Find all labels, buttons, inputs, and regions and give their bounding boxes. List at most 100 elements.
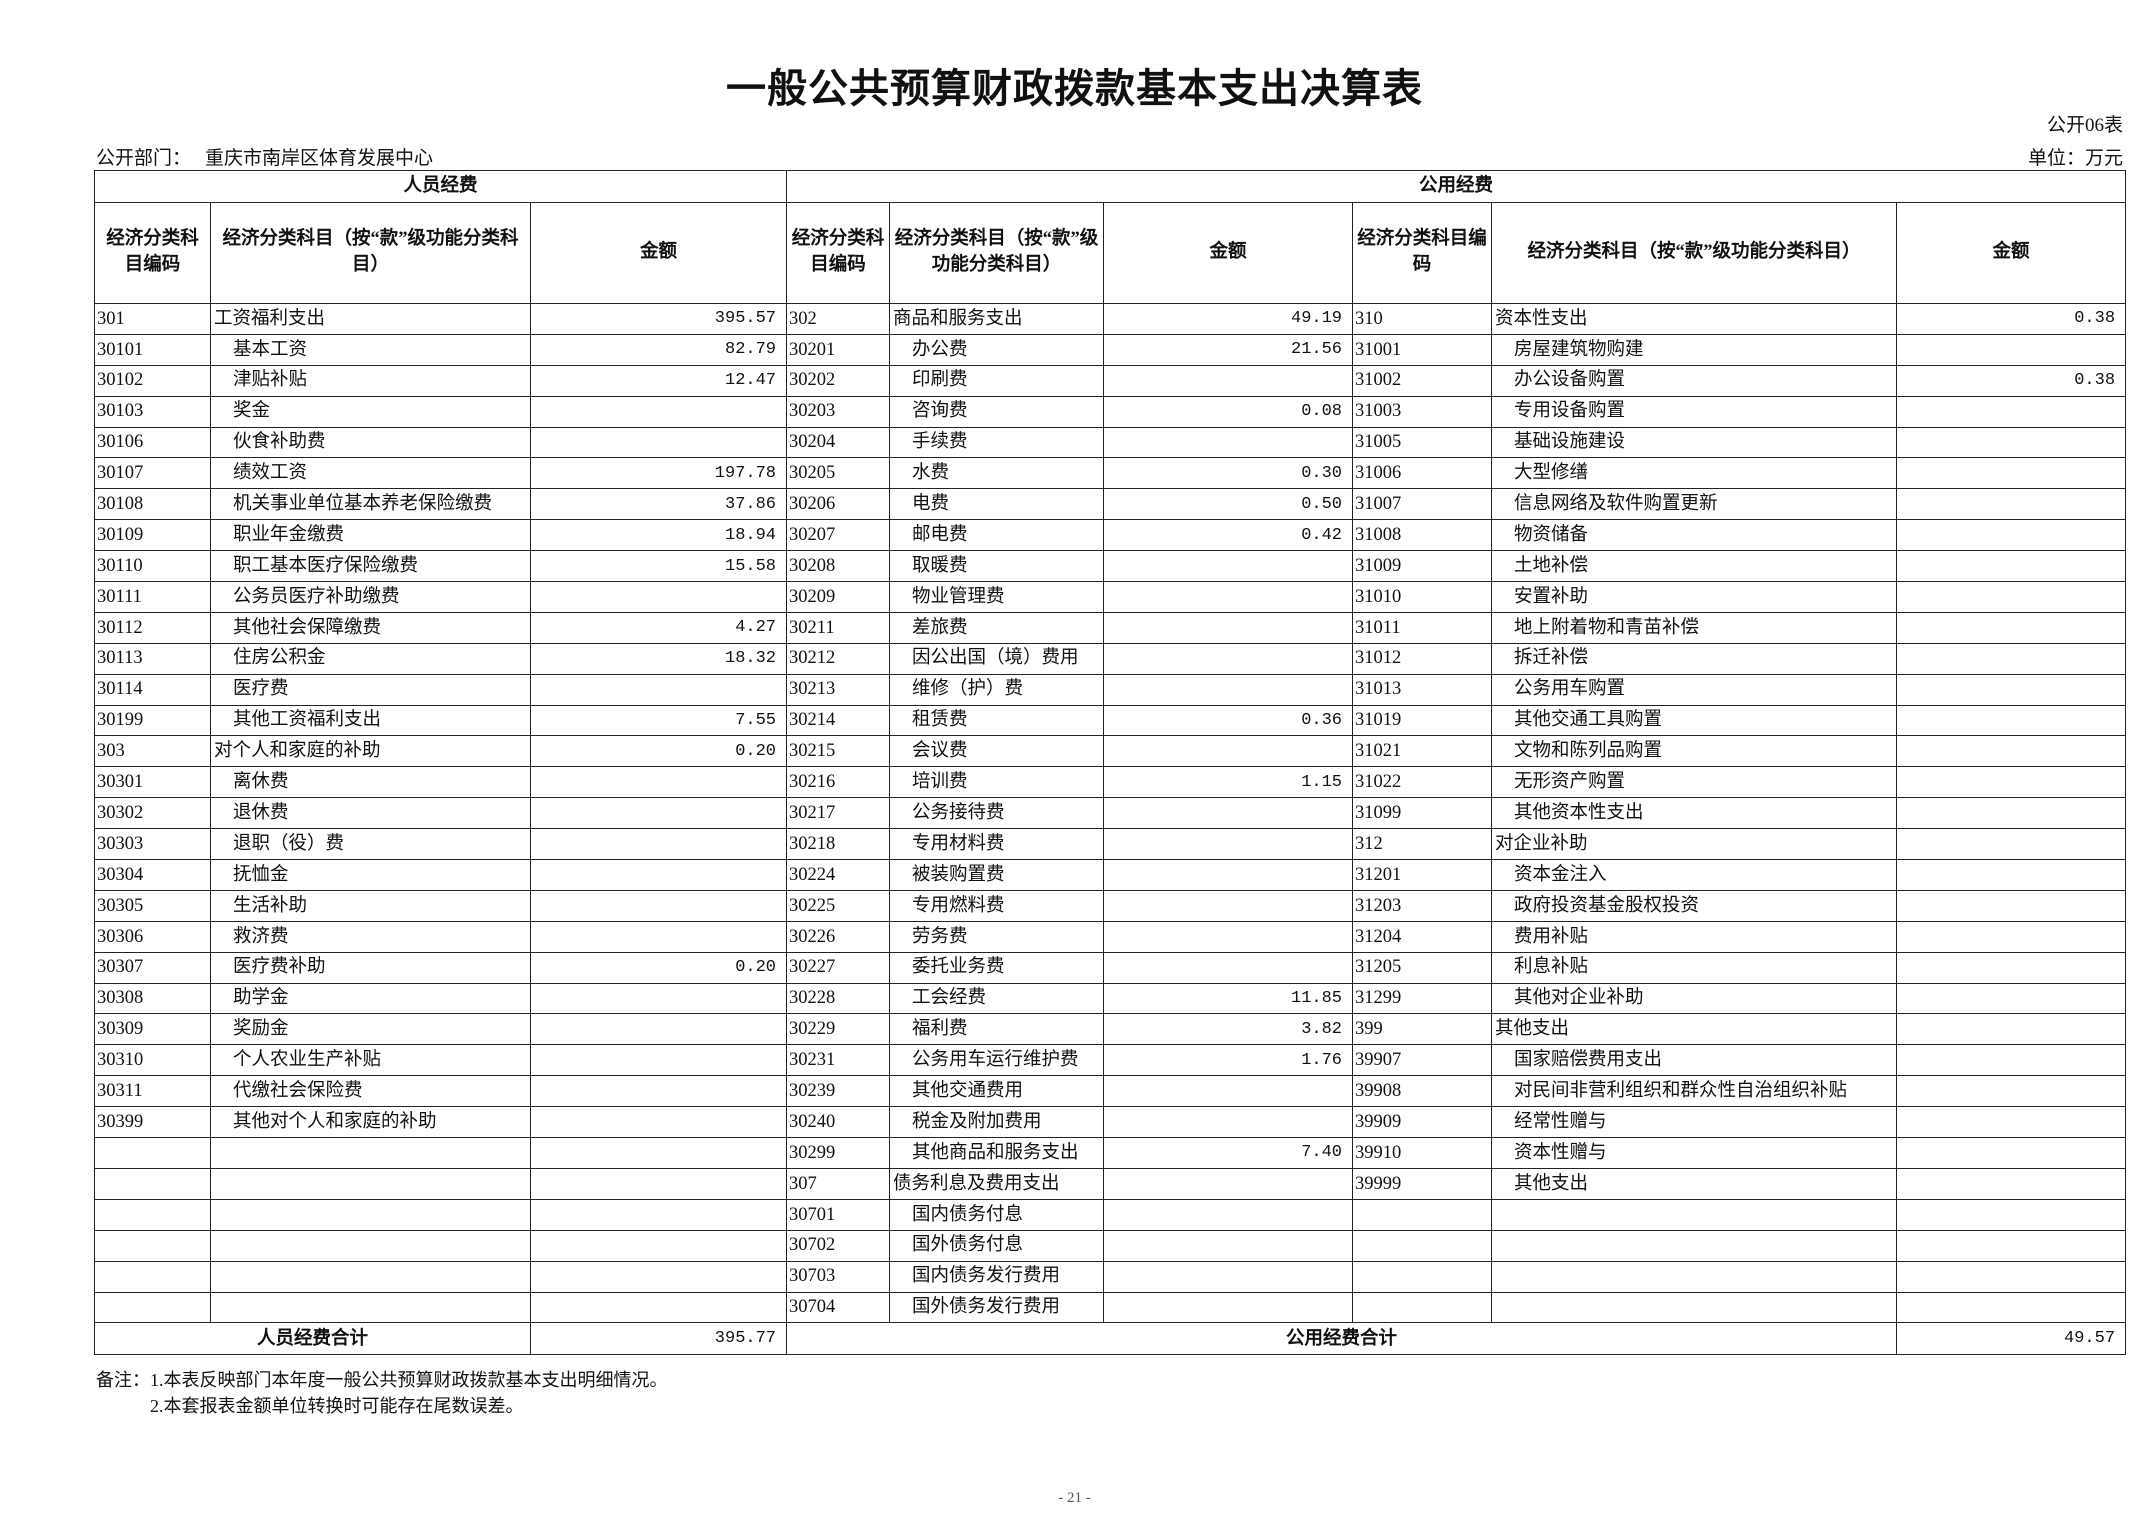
personnel-name-cell: 其他对个人和家庭的补助 — [210, 1106, 531, 1139]
personnel-code-cell: 30310 — [94, 1044, 211, 1077]
public-mid-code-cell: 30239 — [786, 1075, 891, 1108]
public-right-name-cell: 其他支出 — [1491, 1167, 1898, 1200]
personnel-amount-cell: 0.20 — [529, 735, 788, 768]
public-right-code-cell: 31021 — [1352, 735, 1493, 768]
personnel-total-value: 395.77 — [529, 1322, 788, 1356]
public-right-code-cell: 31011 — [1352, 611, 1493, 644]
public-right-code-cell — [1352, 1260, 1493, 1293]
public-mid-name-cell: 印刷费 — [889, 364, 1105, 397]
public-right-code-cell: 31204 — [1352, 920, 1493, 953]
public-right-name-cell: 利息补贴 — [1491, 951, 1898, 984]
public-right-amount-cell — [1896, 395, 2127, 428]
public-right-amount-cell — [1896, 1044, 2127, 1077]
public-right-amount-cell — [1896, 488, 2127, 521]
personnel-name-cell: 职业年金缴费 — [210, 519, 531, 552]
personnel-name-cell — [210, 1229, 531, 1262]
col-header-name: 经济分类科目（按“款”级功能分类科目） — [889, 202, 1105, 304]
public-right-code-cell: 31203 — [1352, 889, 1493, 922]
personnel-name-cell: 生活补助 — [210, 889, 531, 922]
personnel-code-cell — [94, 1167, 211, 1200]
public-mid-name-cell: 其他交通费用 — [889, 1075, 1105, 1108]
public-right-code-cell: 31099 — [1352, 797, 1493, 830]
personnel-name-cell: 代缴社会保险费 — [210, 1075, 531, 1108]
public-right-name-cell: 基础设施建设 — [1491, 426, 1898, 459]
personnel-code-cell: 30399 — [94, 1106, 211, 1139]
personnel-total-label: 人员经费合计 — [94, 1322, 531, 1356]
personnel-amount-cell: 37.86 — [529, 488, 788, 521]
col-header-amount: 金额 — [1896, 202, 2127, 304]
table-row: 30704 国外债务发行费用 — [94, 1291, 2127, 1324]
personnel-amount-cell — [529, 889, 788, 922]
personnel-name-cell — [210, 1291, 531, 1324]
personnel-code-cell: 301 — [94, 303, 211, 335]
table-row: 30311 代缴社会保险费 30239 其他交通费用 39908 对民间非营利组织和群众性… — [94, 1075, 2127, 1108]
public-mid-amount-cell: 1.15 — [1103, 766, 1354, 799]
col-header-code: 经济分类科目编码 — [786, 202, 891, 304]
public-right-code-cell: 31205 — [1352, 951, 1493, 984]
table-row: 30107 绩效工资 197.78 30205 水费 0.30 31006 大型修缮 — [94, 457, 2127, 490]
public-right-code-cell: 31019 — [1352, 704, 1493, 737]
personnel-amount-cell — [529, 766, 788, 799]
table-row: 30113 住房公积金 18.32 30212 因公出国（境）费用 31012 拆迁补偿 — [94, 642, 2127, 675]
public-mid-code-cell: 30209 — [786, 581, 891, 613]
public-mid-name-cell: 电费 — [889, 488, 1105, 521]
table-row: 307 债务利息及费用支出 39999 其他支出 — [94, 1167, 2127, 1200]
public-mid-name-cell: 物业管理费 — [889, 581, 1105, 613]
public-right-amount-cell — [1896, 735, 2127, 768]
department-label: 公开部门： — [96, 148, 192, 169]
public-mid-code-cell: 30299 — [786, 1137, 891, 1169]
public-right-name-cell: 资本性支出 — [1491, 303, 1898, 335]
public-right-code-cell: 31009 — [1352, 550, 1493, 583]
public-right-code-cell: 39910 — [1352, 1137, 1493, 1169]
personnel-code-cell: 30113 — [94, 642, 211, 675]
public-right-code-cell: 31299 — [1352, 982, 1493, 1015]
personnel-code-cell: 30311 — [94, 1075, 211, 1108]
public-right-name-cell: 安置补助 — [1491, 581, 1898, 613]
public-mid-amount-cell: 1.76 — [1103, 1044, 1354, 1077]
public-mid-code-cell: 30201 — [786, 333, 891, 366]
personnel-amount-cell — [529, 1260, 788, 1293]
public-mid-amount-cell — [1103, 611, 1354, 644]
public-mid-amount-cell: 0.30 — [1103, 457, 1354, 490]
personnel-code-cell: 30303 — [94, 828, 211, 861]
section-public: 公用经费 — [786, 170, 2127, 203]
public-right-name-cell: 文物和陈列品购置 — [1491, 735, 1898, 768]
public-right-code-cell: 31001 — [1352, 333, 1493, 366]
public-right-code-cell: 39908 — [1352, 1075, 1493, 1108]
public-right-amount-cell — [1896, 766, 2127, 799]
public-mid-name-cell: 办公费 — [889, 333, 1105, 366]
personnel-name-cell: 救济费 — [210, 920, 531, 953]
personnel-code-cell: 30309 — [94, 1013, 211, 1046]
personnel-name-cell — [210, 1137, 531, 1169]
public-right-amount-cell — [1896, 797, 2127, 830]
public-mid-name-cell: 国内债务付息 — [889, 1198, 1105, 1231]
public-right-name-cell — [1491, 1291, 1898, 1324]
public-right-name-cell: 对民间非营利组织和群众性自治组织补贴 — [1491, 1075, 1898, 1108]
personnel-code-cell: 30114 — [94, 673, 211, 706]
personnel-code-cell: 30101 — [94, 333, 211, 366]
personnel-name-cell — [210, 1167, 531, 1200]
public-right-name-cell: 资本性赠与 — [1491, 1137, 1898, 1169]
public-mid-code-cell: 307 — [786, 1167, 891, 1200]
personnel-code-cell: 30306 — [94, 920, 211, 953]
table-row: 30110 职工基本医疗保险缴费 15.58 30208 取暖费 31009 土地补偿 — [94, 550, 2127, 583]
table-row: 30703 国内债务发行费用 — [94, 1260, 2127, 1293]
public-right-amount-cell — [1896, 1291, 2127, 1324]
personnel-name-cell: 公务员医疗补助缴费 — [210, 581, 531, 613]
table-row: 30306 救济费 30226 劳务费 31204 费用补贴 — [94, 920, 2127, 953]
public-mid-name-cell: 租赁费 — [889, 704, 1105, 737]
public-right-code-cell: 39907 — [1352, 1044, 1493, 1077]
personnel-name-cell: 个人农业生产补贴 — [210, 1044, 531, 1077]
public-mid-name-cell: 国外债务发行费用 — [889, 1291, 1105, 1324]
public-right-name-cell: 地上附着物和青苗补偿 — [1491, 611, 1898, 644]
public-mid-code-cell: 30702 — [786, 1229, 891, 1262]
public-right-code-cell: 31013 — [1352, 673, 1493, 706]
department-name: 重庆市南岸区体育发展中心 — [205, 148, 434, 169]
table-row: 30111 公务员医疗补助缴费 30209 物业管理费 31010 安置补助 — [94, 581, 2127, 613]
public-right-code-cell: 39909 — [1352, 1106, 1493, 1139]
table-row: 301 工资福利支出 395.57 302 商品和服务支出 49.19 310 资本性支出 0.… — [94, 303, 2127, 335]
personnel-code-cell: 30308 — [94, 982, 211, 1015]
personnel-name-cell: 工资福利支出 — [210, 303, 531, 335]
personnel-name-cell: 助学金 — [210, 982, 531, 1015]
personnel-name-cell: 绩效工资 — [210, 457, 531, 490]
